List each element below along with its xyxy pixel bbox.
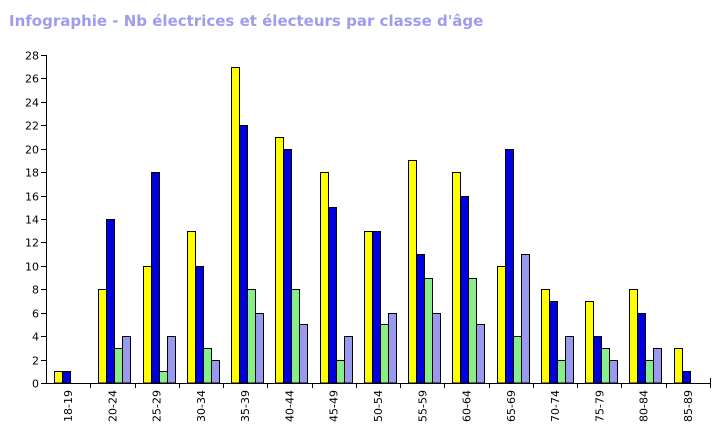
y-tick-label: 26 [25,73,39,86]
x-tick-label: 65-69 [505,390,518,422]
chart-title: Infographie - Nb électrices et électeurs… [9,12,484,30]
x-tick-label: 18-19 [62,390,75,422]
bar [497,266,506,384]
bar [231,67,240,384]
x-tick-label: 70-74 [549,390,562,422]
y-tick-label: 2 [32,355,39,368]
bar [541,289,550,384]
x-tick-label: 50-54 [372,390,385,422]
y-tick-label: 18 [25,167,39,180]
bar [452,172,461,384]
bar [416,254,425,384]
bar [159,371,168,384]
bar [593,336,602,384]
bar [151,172,160,384]
bar [674,348,683,384]
bar [645,360,654,384]
bar [601,348,610,384]
bar [609,360,618,384]
bar [247,289,256,384]
bar [549,301,558,384]
bar [291,289,300,384]
bar [388,313,397,384]
bar [203,348,212,384]
x-tick-label: 30-34 [195,390,208,422]
bar [275,137,284,384]
bar [653,348,662,384]
x-tick-label: 25-29 [151,390,164,422]
y-tick-label: 0 [32,378,39,391]
bar [682,371,691,384]
bar [187,231,196,384]
bar [521,254,530,384]
bar [432,313,441,384]
bar [585,301,594,384]
x-tick-label: 20-24 [106,390,119,422]
y-tick-label: 20 [25,144,39,157]
bar [637,313,646,384]
bar [513,336,522,384]
bar [629,289,638,384]
y-tick-label: 14 [25,214,39,227]
x-axis: 18-19 20-24 25-29 30-34 35-39 40-44 45-49 50-54… [46,378,711,422]
y-tick-label: 4 [32,331,39,344]
bar [468,278,477,384]
bar [195,266,204,384]
y-tick-label: 10 [25,261,39,274]
bar [255,313,264,384]
y-tick-label: 12 [25,237,39,250]
bar [114,348,123,384]
bar [320,172,329,384]
y-tick-label: 16 [25,191,39,204]
y-tick-label: 6 [32,308,39,321]
y-tick-label: 8 [32,284,39,297]
x-tick-label: 40-44 [283,390,296,422]
bar [372,231,381,384]
bar [167,336,176,384]
bar [106,219,115,384]
bar [408,160,417,384]
bar [505,149,514,384]
bar [380,324,389,384]
x-tick-label: 60-64 [461,390,474,422]
x-tick-label: 45-49 [328,390,341,422]
bar [122,336,131,384]
bar [344,336,353,384]
x-tick-label: 35-39 [239,390,252,422]
x-tick-label: 80-84 [638,390,651,422]
x-tick-label: 55-59 [416,390,429,422]
bar [424,278,433,384]
bar [62,371,71,384]
y-tick-label: 28 [25,50,39,63]
bar [239,125,248,384]
bar [299,324,308,384]
bar [211,360,220,384]
bar [328,207,337,384]
bar [557,360,566,384]
x-tick-label: 85-89 [682,390,695,422]
bar [54,371,63,384]
bar [98,289,107,384]
x-tick-label: 75-79 [593,390,606,422]
bar [565,336,574,384]
y-tick-label: 24 [25,97,39,110]
bar [460,196,469,384]
bar [364,231,373,384]
bar [283,149,292,384]
bars [54,67,691,384]
bar [476,324,485,384]
bar [143,266,152,384]
bar [336,360,345,384]
y-tick-label: 22 [25,120,39,133]
